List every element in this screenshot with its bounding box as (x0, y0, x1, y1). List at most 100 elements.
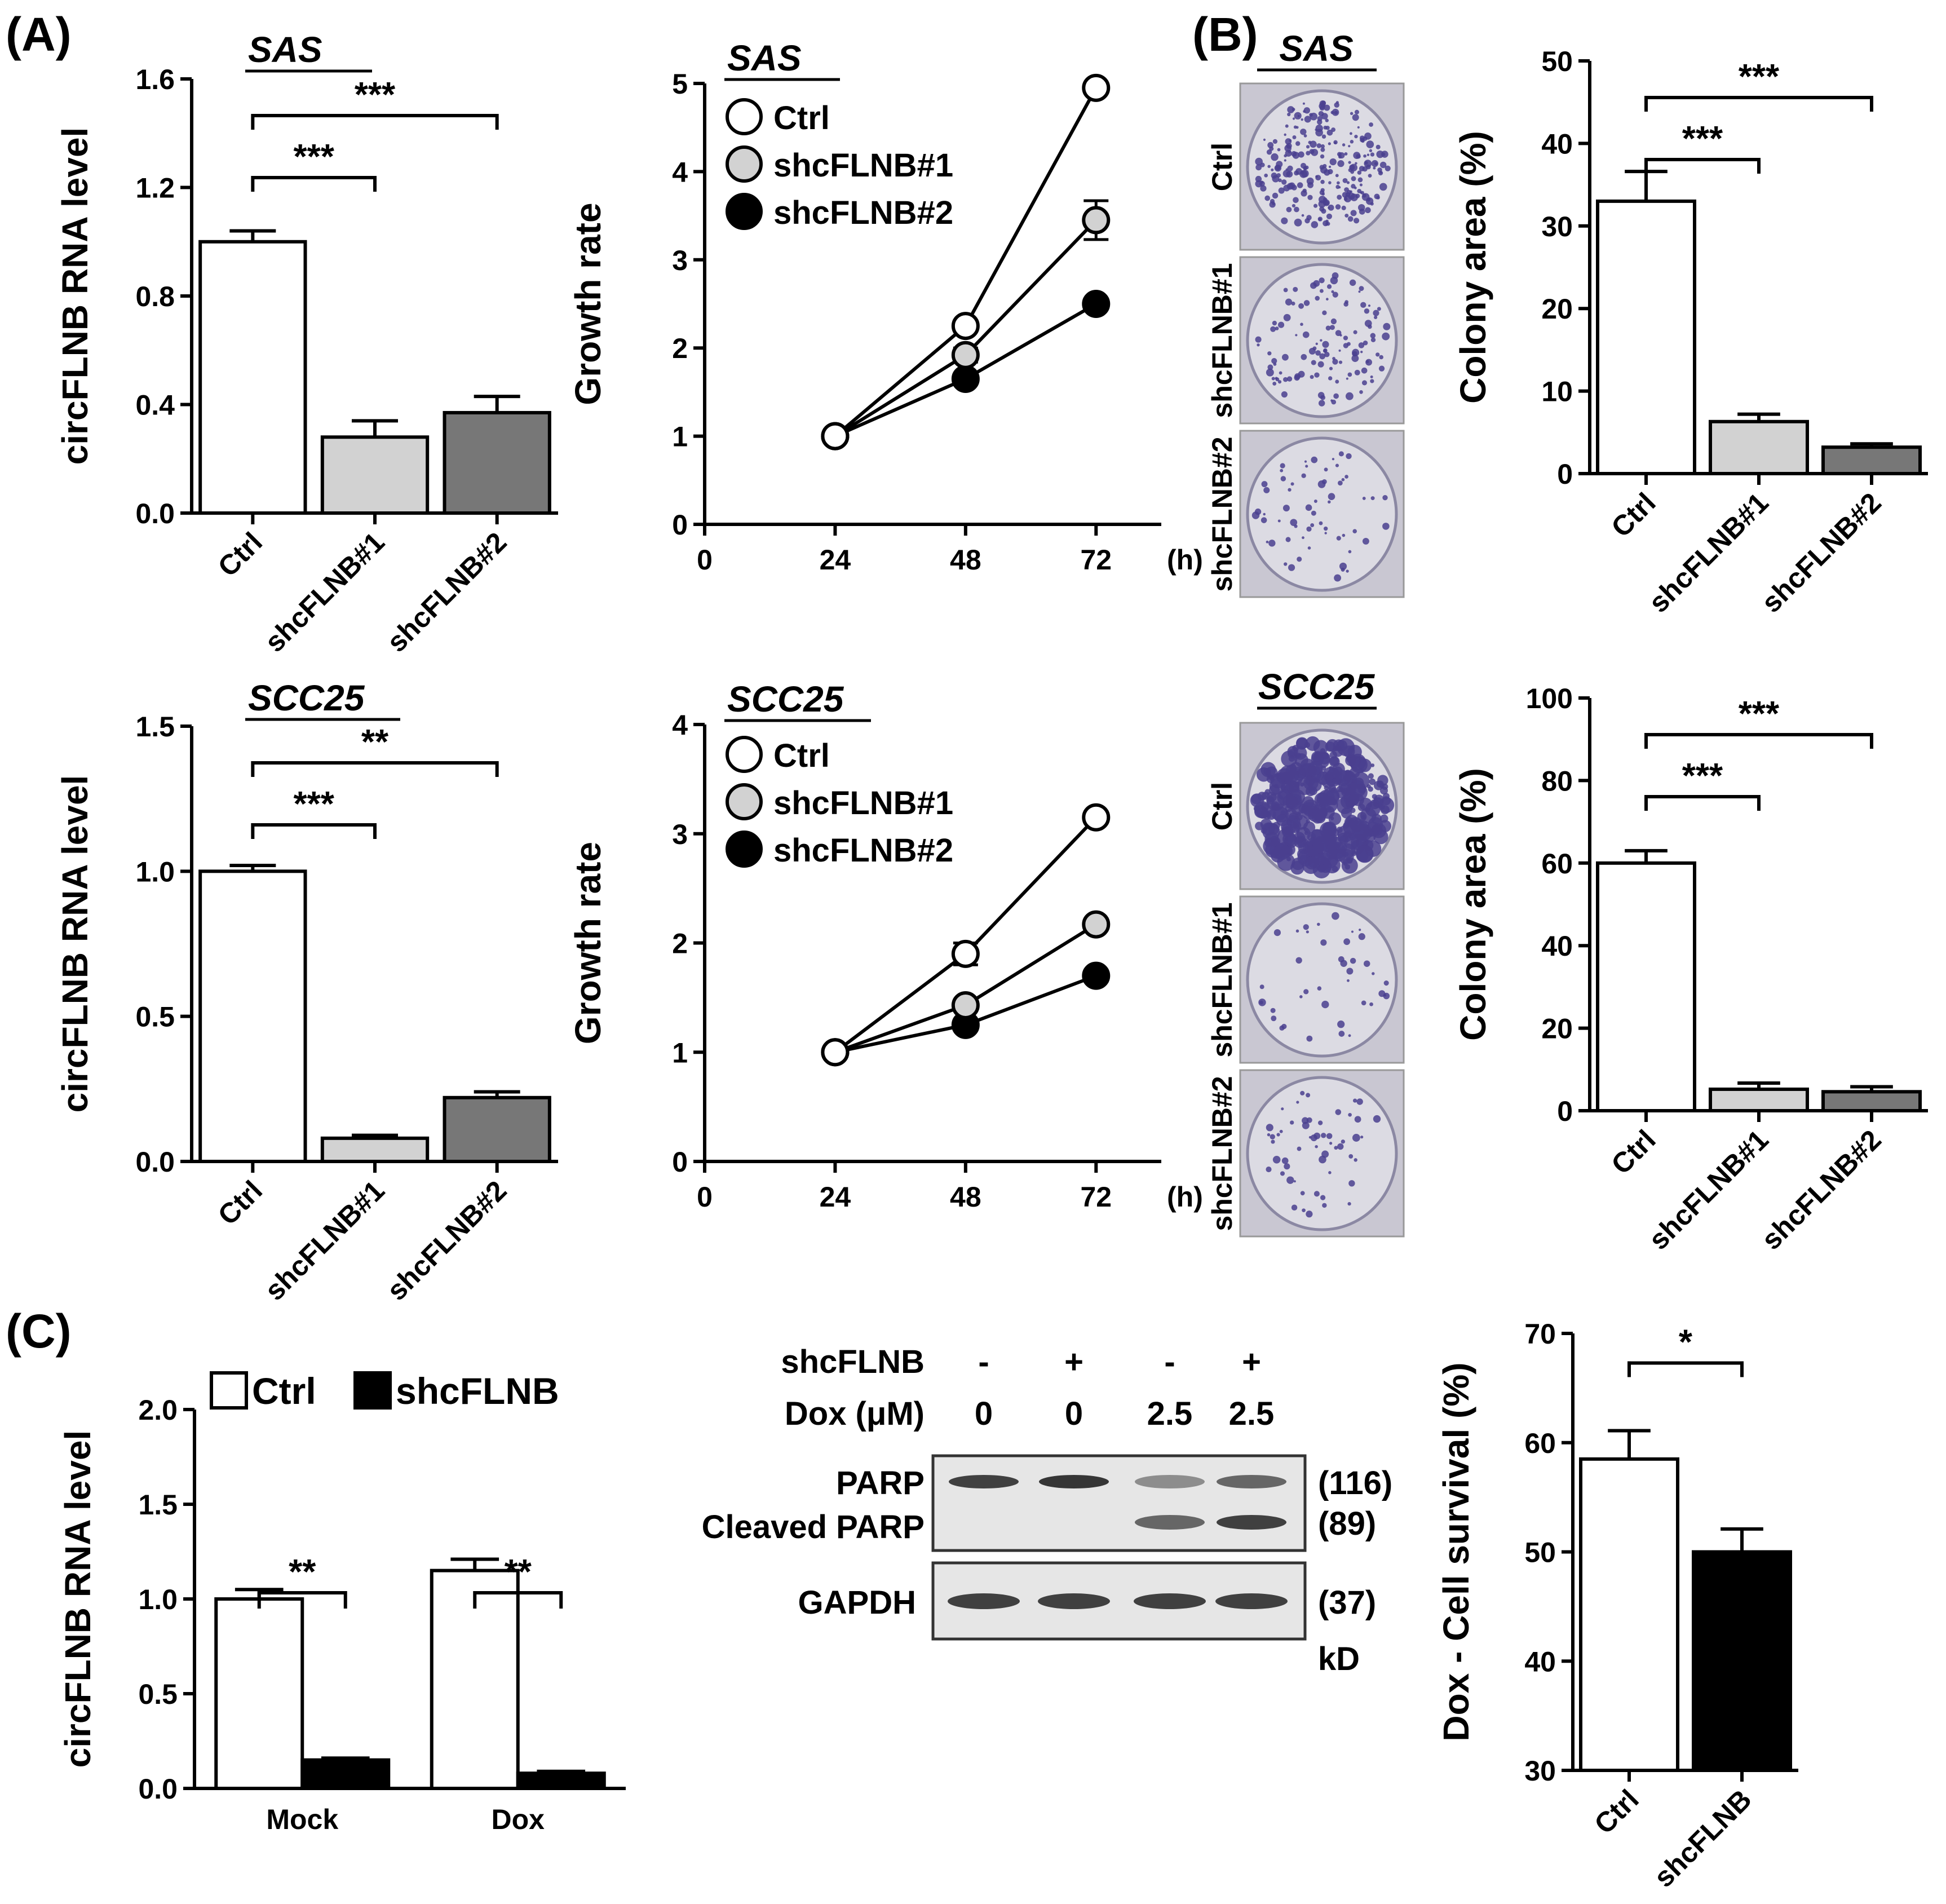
sas-plates-colony (1362, 166, 1368, 172)
sas-plates-colony (1363, 340, 1368, 346)
sas-plates-colony (1271, 168, 1274, 171)
sas-plates-colony (1382, 332, 1390, 341)
sas-growth-legend-marker (726, 145, 763, 183)
scc25-plates-colony (1351, 930, 1354, 933)
scc25-growth-x-tick-label: 24 (820, 1181, 851, 1213)
scc25-plates-colony (1328, 812, 1342, 825)
scc25-growth-x-axis-unit: (h) (1167, 1181, 1203, 1213)
scc25-plates-colony (1337, 825, 1355, 842)
scc25-plates-colony (1305, 736, 1320, 751)
c-rna-legend-label: Ctrl (252, 1370, 316, 1412)
sas-plates-colony (1352, 114, 1359, 121)
scc25-plates-colony (1299, 995, 1303, 999)
scc25-plates-colony (1295, 737, 1308, 750)
sas-growth-y-tick-label: 4 (672, 156, 688, 188)
scc25-plates-colony (1350, 782, 1357, 789)
scc25-plates-colony (1348, 1180, 1355, 1187)
c-rna-y-tick-label: 0.5 (138, 1678, 178, 1710)
sas-colony-bar (1821, 445, 1922, 475)
scc25-plates-colony (1333, 745, 1339, 752)
sas-plates-colony (1300, 129, 1307, 135)
sas-plates-colony (1283, 377, 1288, 382)
sas-plates-colony (1347, 216, 1354, 222)
scc25-rna-title: SCC25 (248, 678, 365, 718)
sas-plates-colony (1310, 140, 1317, 148)
sas-plates-colony (1358, 290, 1361, 293)
sas-plates-colony (1280, 469, 1284, 472)
sas-colony-bar (1709, 419, 1809, 476)
scc25-plates-colony (1348, 1112, 1352, 1117)
sas-plates-colony (1315, 295, 1320, 301)
scc25-plates-colony (1277, 852, 1295, 871)
sas-plates-colony (1301, 170, 1309, 178)
scc25-colony-y-axis-label: Colony area (%) (1453, 768, 1493, 1041)
sas-rna-sig-label: *** (355, 76, 396, 114)
scc25-rna-y-axis-label: circFLNB RNA level (55, 775, 95, 1113)
wb-band-label-parp: PARP (836, 1465, 925, 1501)
sas-plates-colony (1338, 480, 1343, 486)
sas-plates-colony (1311, 148, 1319, 156)
scc25-plates-colony (1354, 1116, 1361, 1123)
sas-plates-colony (1344, 213, 1349, 218)
sas-plates-colony (1343, 197, 1348, 201)
sas-plates-colony (1357, 177, 1363, 183)
scc25-plates-colony (1288, 755, 1295, 762)
sas-plates-colony (1295, 141, 1301, 146)
scc25-colony-bar (1821, 1090, 1922, 1113)
sas-plates-colony (1311, 221, 1319, 228)
sas-plates-colony (1277, 148, 1281, 152)
scc25-plates-colony (1262, 823, 1280, 841)
scc25-plates-colony (1356, 845, 1374, 863)
c-survival-y-tick-label: 50 (1524, 1537, 1556, 1569)
sas-plates-colony (1324, 351, 1330, 357)
sas-plates-colony (1379, 171, 1382, 174)
sas-plates-colony (1350, 132, 1352, 135)
scc25-plates-plate-label: Ctrl (1206, 782, 1238, 830)
sas-plates-colony (1330, 318, 1337, 325)
scc25-colony-x-tick-label: shcFLNB#2 (1755, 1124, 1887, 1256)
sas-rna-x-tick-label: shcFLNB#2 (381, 526, 512, 658)
sas-plates-colony (1261, 180, 1264, 184)
sas-plates-colony (1310, 112, 1318, 121)
wb-dox-value: 0 (1065, 1395, 1083, 1432)
sas-plates-colony (1307, 182, 1313, 188)
sas-plates-title: SAS (1279, 28, 1354, 69)
scc25-growth-y-tick-label: 4 (672, 709, 688, 741)
scc25-plates-colony (1277, 828, 1295, 846)
sas-plates-colony (1319, 353, 1326, 360)
scc25-colony-x-tick-label: Ctrl (1605, 1124, 1661, 1180)
sas-plates-colony (1360, 302, 1366, 308)
sas-plates-colony (1338, 451, 1344, 457)
scc25-growth-y-axis-label: Growth rate (568, 842, 608, 1044)
sas-plates-colony (1324, 169, 1330, 176)
sas-plates-colony (1317, 361, 1324, 368)
sas-colony-bar (1596, 199, 1696, 475)
sas-plates-colony (1288, 488, 1292, 492)
sas-rna-y-tick-label: 1.2 (135, 173, 175, 204)
sas-plates-colony (1338, 360, 1343, 364)
scc25-plates-colony (1300, 1191, 1305, 1196)
sas-plates-plate-label: Ctrl (1206, 143, 1238, 191)
scc25-plates-colony (1303, 839, 1309, 846)
sas-plates-colony (1350, 112, 1354, 116)
sas-plates-colony (1362, 537, 1369, 545)
sas-colony-sig-label: *** (1682, 120, 1723, 158)
sas-plates-colony (1332, 291, 1338, 298)
scc25-growth-line-chart: 0 1 2 3 4 Growth rate 0 24 48 72 (h) SCC25 Ctrl shcFL… (568, 679, 1203, 1213)
sas-plates-colony (1319, 289, 1324, 293)
scc25-plates-colony (1321, 1000, 1329, 1009)
sas-plates-colony (1294, 112, 1302, 120)
scc25-colony-y-tick-label: 60 (1541, 848, 1573, 880)
scc25-growth-x-tick-label: 0 (697, 1181, 713, 1213)
sas-plates-colony (1362, 497, 1366, 500)
scc25-plates-colony (1255, 821, 1264, 830)
sas-plates-colony (1326, 284, 1332, 289)
scc25-plates-colony (1354, 1158, 1357, 1162)
sas-plates-colony (1314, 372, 1320, 378)
sas-plates-colony (1319, 277, 1325, 284)
scc25-plates-colony (1359, 929, 1361, 931)
scc25-plates-colony (1338, 956, 1344, 962)
sas-plates-colony (1315, 175, 1318, 178)
sas-plates-colony (1264, 195, 1271, 201)
